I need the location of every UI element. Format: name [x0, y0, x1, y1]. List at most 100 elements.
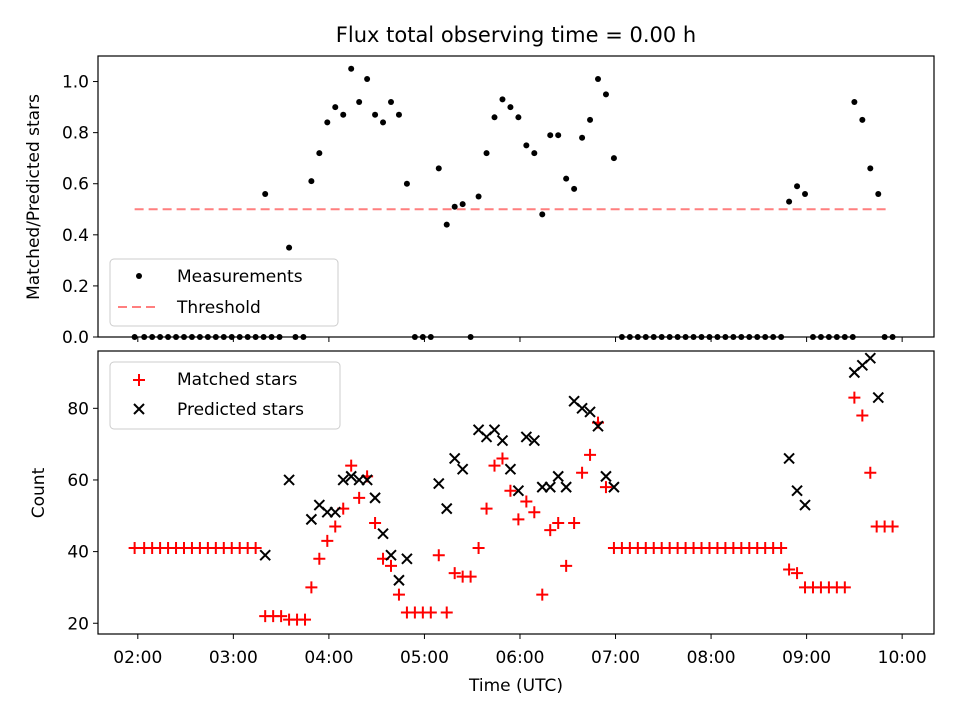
measurement-point — [388, 99, 394, 105]
bottom-y-axis-label: Count — [29, 467, 49, 518]
measurement-point — [324, 119, 330, 125]
measurement-point — [571, 186, 577, 192]
matched-point — [369, 517, 381, 529]
predicted-point — [260, 550, 270, 560]
measurement-point — [460, 201, 466, 207]
matched-point — [393, 589, 405, 601]
predicted-point — [330, 507, 340, 517]
top-y-tick-label: 0.2 — [62, 277, 89, 297]
matched-point — [441, 607, 453, 619]
legend-predicted-label: Predicted stars — [177, 400, 304, 420]
measurement-point — [286, 245, 292, 251]
bottom-y-tick-label: 20 — [67, 614, 89, 634]
legend-measurements-label: Measurements — [177, 267, 303, 287]
measurement-point — [396, 112, 402, 118]
matched-point — [576, 467, 588, 479]
x-tick-label: 06:00 — [495, 648, 544, 668]
matched-point — [385, 560, 397, 572]
matched-point — [839, 581, 851, 593]
matched-point — [481, 503, 493, 515]
matched-point — [568, 517, 580, 529]
matched-point — [250, 542, 262, 554]
matched-point — [560, 560, 572, 572]
predicted-point — [873, 393, 883, 403]
matched-point — [329, 521, 341, 533]
predicted-point — [800, 500, 810, 510]
predicted-point — [442, 504, 452, 514]
matched-point — [528, 506, 540, 518]
measurement-point — [523, 142, 529, 148]
chart-title: Flux total observing time = 0.00 h — [336, 23, 696, 47]
matched-point — [489, 460, 501, 472]
matched-point — [584, 449, 596, 461]
predicted-point — [378, 529, 388, 539]
measurement-point — [452, 204, 458, 210]
measurement-point — [380, 119, 386, 125]
matched-point — [305, 581, 317, 593]
measurement-point — [348, 66, 354, 72]
legend-measurements-marker — [136, 273, 142, 279]
predicted-point — [505, 464, 515, 474]
measurement-point — [499, 96, 505, 102]
x-tick-label: 03:00 — [209, 648, 258, 668]
matched-point — [856, 409, 868, 421]
measurement-point — [859, 117, 865, 123]
matched-point — [552, 517, 564, 529]
predicted-point — [792, 486, 802, 496]
measurement-point — [507, 104, 513, 110]
bottom-y-tick-label: 60 — [67, 471, 89, 491]
matched-point — [864, 467, 876, 479]
predicted-point — [386, 550, 396, 560]
measurement-point — [587, 117, 593, 123]
matched-point — [425, 607, 437, 619]
predicted-point — [458, 464, 468, 474]
matched-point — [848, 392, 860, 404]
predicted-point — [545, 482, 555, 492]
measurement-point — [515, 114, 521, 120]
measurement-point — [262, 191, 268, 197]
measurement-point — [364, 76, 370, 82]
measurement-point — [802, 191, 808, 197]
measurement-point — [875, 191, 881, 197]
measurement-point — [547, 132, 553, 138]
predicted-point — [561, 482, 571, 492]
matched-point — [544, 524, 556, 536]
measurement-point — [786, 199, 792, 205]
measurement-point — [603, 91, 609, 97]
measurement-point — [539, 211, 545, 217]
x-axis-label: Time (UTC) — [468, 676, 563, 696]
predicted-point — [306, 514, 316, 524]
top-y-tick-label: 0.0 — [62, 328, 89, 348]
measurement-point — [851, 99, 857, 105]
top-y-tick-label: 1.0 — [62, 73, 89, 93]
x-tick-label: 09:00 — [782, 648, 831, 668]
matched-point — [512, 513, 524, 525]
measurement-point — [867, 165, 873, 171]
predicted-point — [490, 425, 500, 435]
measurement-point — [611, 155, 617, 161]
x-tick-label: 02:00 — [113, 648, 162, 668]
measurement-point — [316, 150, 322, 156]
measurement-point — [531, 150, 537, 156]
matched-point — [536, 589, 548, 601]
bottom-panel: 20 40 60 80 02:00 03:00 04:00 05:00 06:00 07:00 08… — [29, 351, 934, 696]
predicted-point — [601, 471, 611, 481]
measurement-point — [340, 112, 346, 118]
measurement-point — [492, 114, 498, 120]
matched-point — [345, 460, 357, 472]
top-y-tick-label: 0.8 — [62, 124, 89, 144]
predicted-point — [284, 475, 294, 485]
matched-point — [473, 542, 485, 554]
predicted-point — [450, 453, 460, 463]
legend-matched-label: Matched stars — [177, 370, 297, 390]
measurement-point — [794, 183, 800, 189]
predicted-point — [402, 554, 412, 564]
measurement-point — [555, 132, 561, 138]
matched-point — [465, 571, 477, 583]
measurement-point — [372, 112, 378, 118]
matched-point — [433, 549, 445, 561]
top-legend: Measurements Threshold — [110, 259, 338, 326]
predicted-point — [434, 479, 444, 489]
matched-point — [775, 542, 787, 554]
